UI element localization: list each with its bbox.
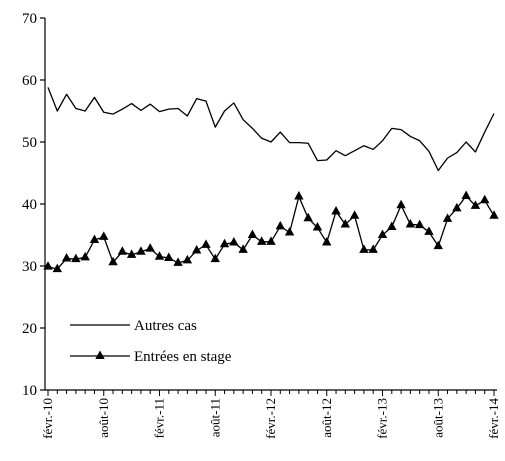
data-point-entrees-en-stage (312, 222, 323, 231)
series-line-autres-cas (47, 87, 495, 172)
data-point-entrees-en-stage (80, 251, 90, 261)
data-point-entrees-en-stage (480, 194, 490, 204)
data-point-entrees-en-stage (191, 245, 202, 254)
data-point-entrees-en-stage (340, 218, 351, 228)
x-tick-label: août-13 (430, 398, 445, 438)
data-point-entrees-en-stage (396, 199, 406, 209)
data-point-entrees-en-stage (433, 240, 443, 250)
x-axis-ticks: févr.-10 août-10 févr.-11 août-11 févr.-12 ao… (40, 390, 501, 439)
data-point-entrees-en-stage (294, 191, 304, 200)
data-point-entrees-en-stage (247, 229, 258, 238)
data-point-entrees-en-stage (229, 236, 239, 246)
data-point-entrees-en-stage (117, 246, 128, 255)
y-tick-label: 70 (22, 11, 37, 27)
legend-triangle-marker (95, 350, 105, 359)
data-point-entrees-en-stage (470, 200, 481, 209)
legend-label-entrees-en-stage: Entrées en stage (134, 349, 232, 365)
data-point-entrees-en-stage (219, 238, 230, 248)
data-point-entrees-en-stage (303, 212, 313, 222)
y-axis-ticks: 10 20 30 40 50 60 70 (22, 11, 45, 399)
data-point-entrees-en-stage (238, 244, 248, 253)
data-point-entrees-en-stage (322, 236, 332, 246)
x-tick-label: févr.-12 (263, 398, 278, 439)
x-tick-label: août-12 (319, 398, 334, 438)
data-point-entrees-en-stage (173, 257, 183, 266)
data-point-entrees-en-stage (331, 205, 341, 215)
y-tick-label: 50 (22, 135, 37, 151)
legend-box (60, 310, 280, 376)
x-tick-label: févr.-11 (152, 398, 167, 438)
data-point-entrees-en-stage (154, 251, 165, 260)
data-point-entrees-en-stage (405, 218, 416, 228)
legend-label-autres-cas: Autres cas (134, 318, 197, 334)
data-point-entrees-en-stage (136, 246, 146, 255)
data-point-entrees-en-stage (368, 244, 378, 253)
data-point-entrees-en-stage (71, 253, 81, 263)
data-point-entrees-en-stage (387, 221, 397, 230)
data-point-entrees-en-stage (452, 202, 462, 212)
data-point-entrees-en-stage (414, 219, 425, 229)
data-point-entrees-en-stage (266, 236, 276, 245)
data-point-entrees-en-stage (210, 253, 220, 263)
data-point-entrees-en-stage (201, 239, 211, 248)
data-point-entrees-en-stage (275, 220, 285, 230)
x-tick-label: févr.-13 (375, 398, 390, 439)
y-tick-label: 20 (22, 321, 37, 337)
data-point-entrees-en-stage (359, 244, 369, 253)
data-point-entrees-en-stage (89, 234, 100, 243)
data-point-entrees-en-stage (424, 226, 434, 235)
y-tick-label: 10 (22, 383, 37, 399)
data-point-entrees-en-stage (489, 210, 499, 219)
data-point-entrees-en-stage (164, 252, 174, 261)
x-tick-label: août-10 (96, 398, 111, 438)
data-point-entrees-en-stage (284, 227, 295, 236)
legend: Autres cas Entrées en stage (60, 310, 280, 376)
data-point-entrees-en-stage (99, 231, 109, 240)
x-tick-label: août-11 (207, 398, 222, 437)
data-point-entrees-en-stage (442, 213, 453, 222)
plot-area: 10 20 30 40 50 60 70 févr.-10 août-10 févr.-11 ao… (22, 11, 501, 439)
data-point-entrees-en-stage (461, 190, 471, 199)
data-point-entrees-en-stage (182, 254, 193, 264)
data-point-entrees-en-stage (61, 253, 72, 262)
data-point-entrees-en-stage (108, 256, 118, 266)
data-point-entrees-en-stage (52, 263, 62, 273)
data-point-entrees-en-stage (43, 261, 53, 270)
data-point-entrees-en-stage (349, 210, 360, 219)
series-layer (43, 87, 499, 273)
data-point-entrees-en-stage (257, 236, 267, 245)
data-point-entrees-en-stage (377, 229, 388, 238)
y-tick-label: 30 (22, 259, 37, 275)
y-tick-label: 60 (22, 73, 37, 89)
data-point-entrees-en-stage (145, 243, 155, 252)
data-point-entrees-en-stage (126, 249, 137, 258)
x-tick-label: févr.-14 (486, 398, 501, 439)
x-tick-label: févr.-10 (40, 398, 55, 439)
y-tick-label: 40 (22, 197, 37, 213)
